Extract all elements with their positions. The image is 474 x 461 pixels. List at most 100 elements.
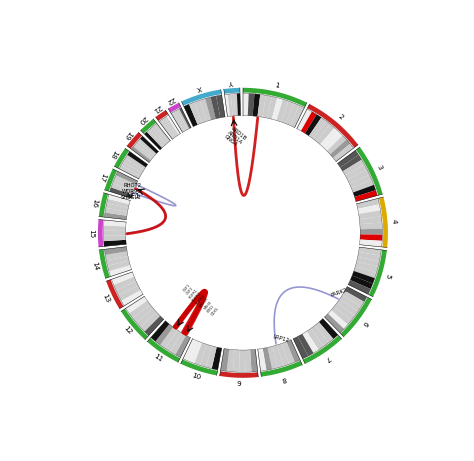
- Polygon shape: [341, 297, 372, 337]
- Polygon shape: [297, 109, 312, 131]
- Polygon shape: [286, 103, 299, 125]
- Polygon shape: [103, 225, 126, 231]
- Polygon shape: [106, 203, 128, 212]
- Polygon shape: [183, 339, 197, 361]
- Polygon shape: [282, 342, 295, 364]
- Polygon shape: [103, 236, 126, 241]
- Polygon shape: [104, 247, 127, 255]
- Polygon shape: [129, 301, 150, 318]
- Polygon shape: [159, 120, 174, 139]
- Polygon shape: [303, 336, 342, 364]
- Polygon shape: [98, 219, 103, 247]
- Polygon shape: [104, 169, 117, 191]
- Text: 20: 20: [137, 114, 148, 125]
- Polygon shape: [168, 103, 181, 112]
- Polygon shape: [343, 160, 365, 175]
- Text: X: X: [196, 84, 202, 92]
- Text: 7: 7: [324, 354, 331, 362]
- Text: NF1: NF1: [127, 193, 140, 199]
- Polygon shape: [147, 338, 180, 362]
- Polygon shape: [261, 361, 302, 377]
- Text: RHOT2
WDR90
SH3GL3: RHOT2 WDR90 SH3GL3: [121, 183, 142, 200]
- Polygon shape: [109, 187, 132, 198]
- Polygon shape: [171, 112, 184, 132]
- Polygon shape: [133, 144, 153, 160]
- Text: 18: 18: [109, 148, 119, 159]
- Polygon shape: [355, 190, 377, 201]
- Polygon shape: [359, 216, 382, 224]
- Polygon shape: [224, 88, 240, 94]
- Polygon shape: [369, 250, 387, 297]
- Polygon shape: [298, 334, 313, 356]
- Polygon shape: [121, 162, 142, 176]
- Polygon shape: [170, 333, 186, 355]
- Polygon shape: [330, 140, 350, 158]
- Polygon shape: [147, 130, 164, 148]
- Polygon shape: [337, 150, 359, 167]
- Polygon shape: [140, 312, 160, 331]
- Polygon shape: [267, 346, 278, 369]
- Polygon shape: [138, 139, 156, 156]
- Polygon shape: [114, 175, 136, 188]
- Polygon shape: [206, 346, 217, 369]
- Polygon shape: [311, 325, 328, 347]
- Polygon shape: [379, 197, 388, 248]
- Text: 16: 16: [91, 198, 98, 208]
- Text: 2: 2: [337, 113, 344, 121]
- Polygon shape: [160, 327, 177, 349]
- Polygon shape: [127, 132, 142, 149]
- Polygon shape: [108, 195, 130, 204]
- Polygon shape: [177, 109, 189, 130]
- Polygon shape: [126, 296, 147, 313]
- Polygon shape: [140, 136, 158, 154]
- Polygon shape: [243, 93, 249, 116]
- Polygon shape: [281, 101, 294, 124]
- Polygon shape: [107, 199, 129, 208]
- Polygon shape: [149, 127, 166, 146]
- Polygon shape: [175, 110, 188, 130]
- Polygon shape: [194, 100, 207, 123]
- Polygon shape: [313, 121, 330, 142]
- Polygon shape: [351, 180, 374, 193]
- Polygon shape: [358, 252, 381, 261]
- Polygon shape: [356, 147, 383, 195]
- Polygon shape: [286, 340, 300, 362]
- Polygon shape: [121, 309, 148, 340]
- Polygon shape: [273, 345, 283, 368]
- Polygon shape: [356, 198, 380, 209]
- Polygon shape: [360, 229, 383, 235]
- Polygon shape: [161, 119, 175, 138]
- Polygon shape: [104, 213, 127, 219]
- Polygon shape: [315, 322, 333, 343]
- Polygon shape: [189, 102, 202, 124]
- Polygon shape: [359, 247, 382, 255]
- Polygon shape: [325, 313, 344, 333]
- Polygon shape: [106, 256, 129, 266]
- Polygon shape: [360, 240, 382, 247]
- Polygon shape: [175, 335, 191, 357]
- Polygon shape: [104, 220, 126, 226]
- Polygon shape: [145, 316, 164, 336]
- Polygon shape: [239, 350, 245, 372]
- Polygon shape: [349, 175, 372, 188]
- Polygon shape: [360, 234, 383, 241]
- Polygon shape: [352, 271, 375, 284]
- Polygon shape: [116, 281, 138, 296]
- Text: 19: 19: [122, 130, 133, 140]
- Text: 11: 11: [153, 353, 164, 363]
- Polygon shape: [345, 165, 367, 179]
- Polygon shape: [317, 124, 335, 144]
- Polygon shape: [356, 261, 378, 272]
- Polygon shape: [99, 193, 108, 217]
- Polygon shape: [205, 97, 216, 120]
- Polygon shape: [276, 99, 288, 122]
- Polygon shape: [216, 95, 225, 118]
- Polygon shape: [131, 147, 151, 162]
- Polygon shape: [210, 96, 220, 119]
- Polygon shape: [151, 321, 169, 342]
- Polygon shape: [220, 349, 229, 371]
- Polygon shape: [136, 141, 155, 158]
- Polygon shape: [166, 115, 181, 135]
- Polygon shape: [155, 324, 173, 345]
- Polygon shape: [114, 148, 129, 168]
